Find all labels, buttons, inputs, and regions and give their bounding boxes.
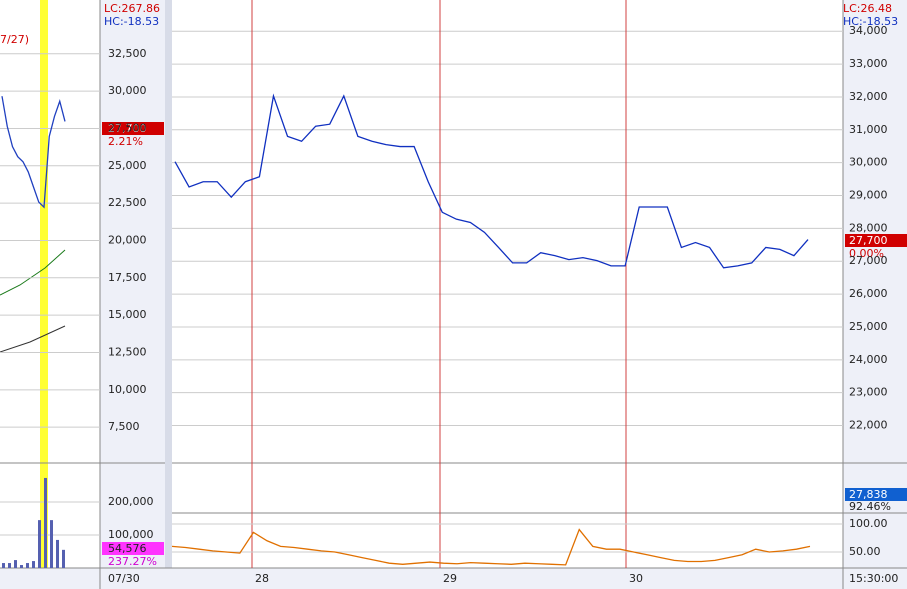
volume-ratio: 237.27% bbox=[108, 555, 157, 568]
y-tick-label: 27,000 bbox=[849, 254, 888, 267]
volume-bar bbox=[20, 565, 23, 568]
last-change: 2.21% bbox=[108, 135, 143, 148]
y-tick-label: 23,000 bbox=[849, 386, 888, 399]
volume-bar bbox=[62, 549, 65, 568]
ma-line bbox=[0, 249, 66, 296]
y-tick-label: 33,000 bbox=[849, 57, 888, 70]
price-line bbox=[174, 93, 809, 269]
y-tick-label: 22,500 bbox=[108, 196, 147, 209]
last-price: 27,700 bbox=[108, 122, 147, 135]
last-price: 27,700 bbox=[849, 234, 888, 247]
y-tick-label: 34,000 bbox=[849, 24, 888, 37]
volume-bar bbox=[26, 563, 29, 568]
volume-bar bbox=[2, 563, 5, 568]
date-label: 07/30 bbox=[108, 572, 140, 585]
y-tick-label: 17,500 bbox=[108, 271, 147, 284]
volume-bar bbox=[44, 477, 47, 568]
lc-label: LC:267.86 bbox=[104, 2, 160, 15]
y-tick-label: 7,500 bbox=[108, 420, 140, 433]
volume-bar bbox=[38, 520, 41, 568]
volume-ratio: 92.46% bbox=[849, 500, 891, 513]
ma-line bbox=[0, 325, 66, 353]
y-tick-label: 10,000 bbox=[108, 383, 147, 396]
volume-bar bbox=[50, 520, 53, 568]
y-tick-label: 200,000 bbox=[108, 495, 154, 508]
y-tick-label: 20,000 bbox=[108, 233, 147, 246]
indicator-line bbox=[171, 528, 811, 566]
x-axis-bar bbox=[0, 568, 907, 589]
hc-label: HC:-18.53 bbox=[104, 15, 159, 28]
y-tick-label: 28,000 bbox=[849, 221, 888, 234]
price-badge bbox=[102, 122, 164, 135]
last-change: 0.00% bbox=[849, 247, 884, 260]
x-tick-label: 28 bbox=[255, 572, 269, 585]
y-tick-label: 25,000 bbox=[108, 159, 147, 172]
volume-badge bbox=[102, 542, 164, 555]
volume-last: 54,576 bbox=[108, 542, 147, 555]
y-tick-label: 100,000 bbox=[108, 528, 154, 541]
y-tick-label: 22,000 bbox=[849, 419, 888, 432]
y-tick-label: 100.00 bbox=[849, 517, 888, 530]
x-tick-label: 30 bbox=[629, 572, 643, 585]
hc-label: HC:-18.53 bbox=[843, 15, 898, 28]
y-tick-label: 27,500 bbox=[108, 121, 147, 134]
y-tick-label: 32,000 bbox=[849, 90, 888, 103]
volume-last: 27,838 bbox=[849, 488, 888, 501]
left-axis bbox=[100, 0, 165, 589]
y-tick-label: 50.00 bbox=[849, 545, 881, 558]
y-tick-label: 25,000 bbox=[849, 320, 888, 333]
volume-badge bbox=[845, 488, 907, 501]
annotation: 7/27) bbox=[0, 33, 29, 46]
y-tick-label: 32,500 bbox=[108, 47, 147, 60]
price-line bbox=[1, 96, 66, 209]
y-tick-label: 15,000 bbox=[108, 308, 147, 321]
y-tick-label: 29,000 bbox=[849, 189, 888, 202]
volume-bar bbox=[56, 539, 59, 568]
y-tick-label: 12,500 bbox=[108, 345, 147, 358]
y-tick-label: 31,000 bbox=[849, 123, 888, 136]
highlight-band bbox=[40, 0, 48, 568]
splitter bbox=[165, 0, 172, 589]
lc-label: LC:26.48 bbox=[843, 2, 892, 15]
y-tick-label: 24,000 bbox=[849, 353, 888, 366]
time-label: 15:30:00 bbox=[849, 572, 898, 585]
x-tick-label: 29 bbox=[443, 572, 457, 585]
volume-bar bbox=[8, 563, 11, 568]
y-tick-label: 30,000 bbox=[108, 84, 147, 97]
y-tick-label: 26,000 bbox=[849, 287, 888, 300]
y-tick-label: 30,000 bbox=[849, 156, 888, 169]
volume-bar bbox=[32, 561, 35, 568]
price-badge bbox=[845, 234, 907, 247]
volume-bar bbox=[14, 560, 17, 568]
